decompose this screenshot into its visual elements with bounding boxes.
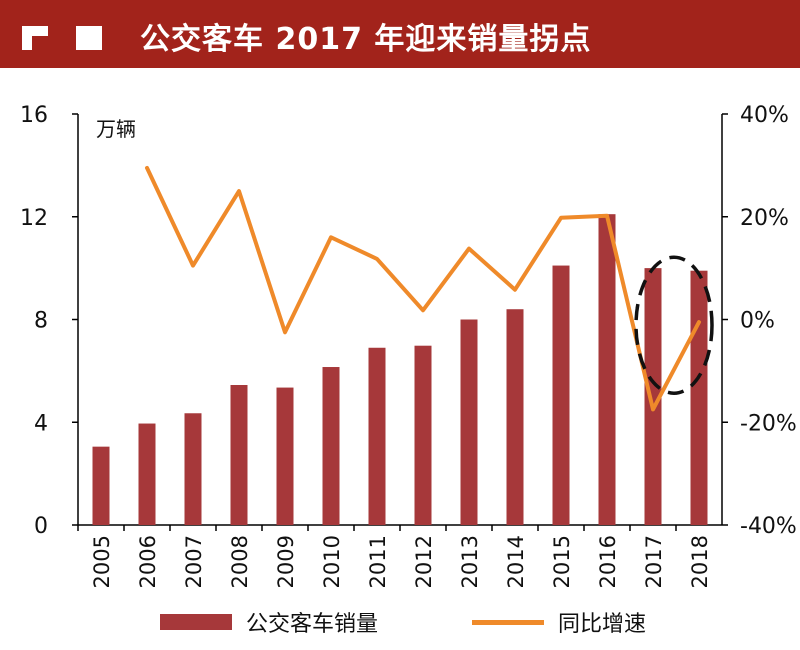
legend-line-swatch bbox=[472, 619, 544, 625]
legend-item-sales: 公交客车销量 bbox=[160, 606, 378, 638]
legend-item-growth: 同比增速 bbox=[472, 606, 646, 638]
left-tick-label: 0 bbox=[34, 514, 48, 539]
bar bbox=[414, 345, 432, 525]
left-tick-label: 4 bbox=[34, 411, 48, 436]
bar bbox=[322, 367, 340, 525]
legend-label-growth: 同比增速 bbox=[558, 612, 647, 637]
x-tick-label: 2009 bbox=[274, 535, 298, 588]
x-tick-label: 2016 bbox=[596, 535, 620, 588]
header-banner: 公交客车 2017 年迎来销量拐点 bbox=[0, 0, 800, 68]
x-tick-label: 2014 bbox=[504, 535, 528, 588]
left-tick-label: 12 bbox=[20, 206, 48, 231]
logo-square-icon bbox=[76, 26, 102, 50]
x-tick-label: 2017 bbox=[642, 535, 666, 588]
left-tick-label: 16 bbox=[20, 103, 48, 128]
page-title: 公交客车 2017 年迎来销量拐点 bbox=[140, 22, 592, 57]
x-tick-label: 2006 bbox=[136, 535, 160, 588]
bar bbox=[184, 413, 202, 525]
bar bbox=[276, 387, 294, 525]
x-tick-label: 2005 bbox=[90, 535, 114, 588]
bar bbox=[368, 347, 386, 525]
unit-label: 万辆 bbox=[96, 117, 136, 141]
right-tick-label: -20% bbox=[740, 411, 797, 436]
bar bbox=[460, 319, 478, 525]
bar bbox=[644, 268, 662, 525]
bar bbox=[552, 265, 570, 525]
legend-label-sales: 公交客车销量 bbox=[246, 612, 379, 637]
left-tick-label: 8 bbox=[34, 309, 48, 334]
legend: 公交客车销量 同比增速 bbox=[0, 600, 800, 644]
right-tick-label: 40% bbox=[740, 103, 789, 128]
legend-bar-swatch bbox=[160, 614, 232, 630]
bar bbox=[506, 309, 524, 525]
bar bbox=[598, 214, 616, 525]
x-tick-label: 2007 bbox=[182, 535, 206, 588]
right-tick-label: 20% bbox=[740, 206, 789, 231]
bar bbox=[138, 423, 156, 525]
x-tick-label: 2013 bbox=[458, 535, 482, 588]
bar bbox=[92, 446, 110, 525]
x-tick-label: 2018 bbox=[688, 535, 712, 588]
annotation-ellipse bbox=[634, 255, 714, 395]
bar bbox=[230, 385, 248, 525]
x-tick-label: 2015 bbox=[550, 535, 574, 588]
logo-square-icon bbox=[22, 26, 48, 50]
x-tick-label: 2008 bbox=[228, 535, 252, 588]
right-tick-label: -40% bbox=[740, 514, 797, 539]
x-tick-label: 2010 bbox=[320, 535, 344, 588]
bar-line-chart: 0 4 8 12 16 -40% -20% 0% 20% 40% 万辆 2005 2006 2007 200… bbox=[20, 103, 797, 588]
right-tick-label: 0% bbox=[740, 309, 775, 334]
bar bbox=[690, 270, 708, 525]
x-tick-label: 2011 bbox=[366, 535, 390, 588]
x-tick-label: 2012 bbox=[412, 535, 436, 588]
